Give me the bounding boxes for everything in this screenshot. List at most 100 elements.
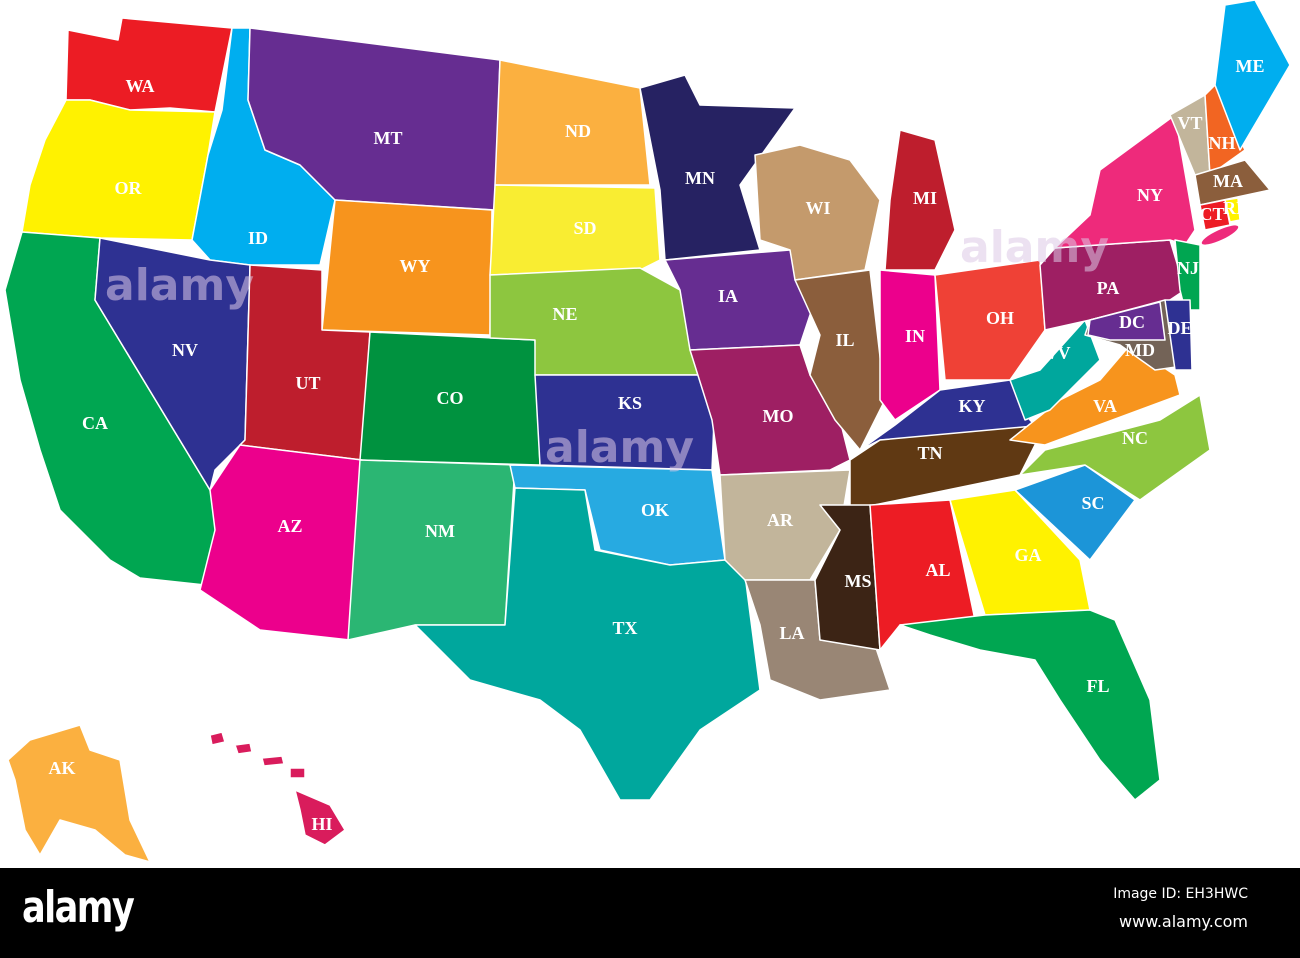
- state-label: MA: [1213, 171, 1243, 191]
- state-mi[interactable]: [884, 129, 956, 271]
- state-shape[interactable]: [1199, 199, 1231, 231]
- state-shape[interactable]: [347, 459, 516, 641]
- us-states-map: WA OR CA ID NV MT WY UT CO AZ NM ND SD NE KS OK TX MN IA MO…: [4, 0, 1291, 863]
- state-ri[interactable]: [1224, 197, 1241, 223]
- state-ny[interactable]: [1054, 114, 1240, 249]
- state-shape[interactable]: [1214, 0, 1291, 151]
- state-nd[interactable]: [494, 59, 651, 186]
- state-shape[interactable]: [949, 489, 1091, 616]
- state-tx[interactable]: [414, 487, 761, 801]
- state-label: LA: [779, 623, 804, 643]
- state-label: IL: [835, 330, 854, 350]
- state-nj[interactable]: [1174, 239, 1201, 311]
- state-az[interactable]: [199, 444, 363, 641]
- state-shape[interactable]: [1204, 84, 1246, 176]
- state-shape[interactable]: [1174, 239, 1201, 311]
- state-shape[interactable]: [94, 237, 251, 491]
- state-fl[interactable]: [899, 609, 1161, 801]
- state-label: IA: [718, 286, 738, 306]
- state-label: TN: [917, 443, 942, 463]
- state-label: MO: [763, 406, 794, 426]
- state-shape[interactable]: [7, 724, 151, 863]
- state-shape[interactable]: [1019, 394, 1211, 501]
- state-label: MS: [845, 571, 872, 591]
- state-label: ND: [565, 121, 591, 141]
- state-label: NV: [172, 340, 198, 360]
- state-shape[interactable]: [494, 59, 651, 186]
- state-in[interactable]: [879, 269, 941, 421]
- state-label: WA: [125, 76, 154, 96]
- state-shape[interactable]: [1014, 464, 1136, 561]
- state-tn[interactable]: [849, 424, 1046, 511]
- state-label: AL: [925, 560, 950, 580]
- state-label: VA: [1093, 396, 1117, 416]
- state-dc[interactable]: [1087, 301, 1166, 341]
- state-label: NE: [552, 304, 577, 324]
- state-il[interactable]: [794, 269, 886, 451]
- state-label: NJ: [1177, 258, 1199, 278]
- state-label: RI: [1223, 198, 1243, 218]
- state-label: MD: [1125, 340, 1155, 360]
- state-ct[interactable]: [1199, 199, 1231, 231]
- state-shape[interactable]: [639, 74, 796, 261]
- image-id: Image ID: EH3HWC: [1113, 886, 1248, 902]
- state-label: AR: [767, 510, 794, 530]
- state-nv[interactable]: [94, 237, 251, 491]
- state-shape[interactable]: [794, 269, 886, 451]
- state-label: CT: [1199, 204, 1224, 224]
- state-oh[interactable]: [934, 259, 1046, 381]
- state-shape[interactable]: [1224, 197, 1241, 223]
- state-label: MT: [374, 128, 403, 148]
- state-shape[interactable]: [261, 755, 285, 767]
- state-label: MN: [685, 168, 715, 188]
- state-label: KS: [618, 393, 642, 413]
- state-sc[interactable]: [1014, 464, 1136, 561]
- state-mn[interactable]: [639, 74, 796, 261]
- state-label: DC: [1119, 312, 1145, 332]
- watermark-text: alamy: [545, 422, 694, 473]
- state-wa[interactable]: [65, 17, 233, 113]
- state-label: CA: [82, 413, 108, 433]
- state-label: NM: [425, 521, 455, 541]
- state-nc[interactable]: [1019, 394, 1211, 501]
- state-shape[interactable]: [1164, 299, 1193, 371]
- site-url[interactable]: www.alamy.com: [1119, 912, 1248, 931]
- state-shape[interactable]: [879, 269, 941, 421]
- state-shape[interactable]: [849, 424, 1046, 511]
- state-ga[interactable]: [949, 489, 1091, 616]
- state-shape[interactable]: [1194, 159, 1271, 206]
- state-label: AK: [49, 758, 76, 778]
- state-shape[interactable]: [234, 742, 253, 755]
- state-shape[interactable]: [899, 609, 1161, 801]
- state-shape[interactable]: [1054, 114, 1196, 249]
- state-shape[interactable]: [489, 184, 661, 276]
- state-nm[interactable]: [347, 459, 516, 641]
- state-hi[interactable]: [209, 731, 346, 846]
- state-label: GA: [1015, 545, 1042, 565]
- state-shape[interactable]: [21, 99, 216, 241]
- state-shape[interactable]: [289, 767, 306, 779]
- state-shape[interactable]: [414, 487, 761, 801]
- state-label: VT: [1177, 113, 1202, 133]
- state-shape[interactable]: [884, 129, 956, 271]
- state-nh[interactable]: [1204, 84, 1246, 176]
- state-shape[interactable]: [934, 259, 1046, 381]
- state-shape[interactable]: [199, 444, 363, 641]
- state-shape[interactable]: [294, 789, 346, 846]
- state-shape[interactable]: [1087, 301, 1166, 341]
- state-shape[interactable]: [209, 731, 226, 746]
- state-label: CO: [437, 388, 464, 408]
- state-label: UT: [295, 373, 320, 393]
- state-de[interactable]: [1164, 299, 1193, 371]
- state-ma[interactable]: [1194, 159, 1271, 206]
- state-label: HI: [311, 814, 332, 834]
- state-me[interactable]: [1214, 0, 1291, 151]
- state-ak[interactable]: [7, 724, 151, 863]
- state-sd[interactable]: [489, 184, 661, 276]
- long-island-shape[interactable]: [1200, 222, 1240, 248]
- state-shape[interactable]: [65, 17, 233, 113]
- state-label: OR: [115, 178, 143, 198]
- state-shape[interactable]: [1009, 319, 1101, 421]
- state-wv[interactable]: [1009, 319, 1101, 421]
- state-or[interactable]: [21, 99, 216, 241]
